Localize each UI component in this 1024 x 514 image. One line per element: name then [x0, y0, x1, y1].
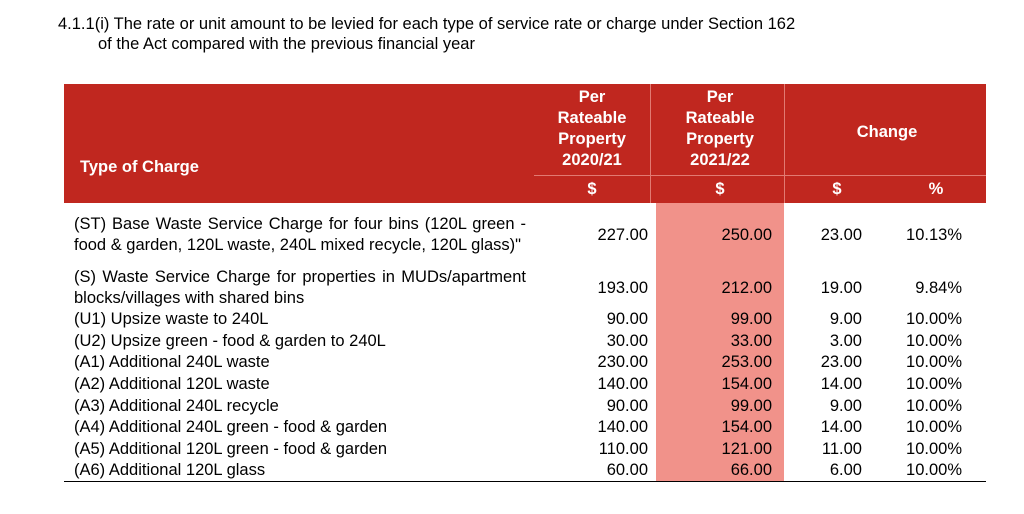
table-row: (U1) Upsize waste to 240L 90.00 99.00 9.00 1…	[64, 309, 986, 331]
table-row: (ST) Base Waste Service Charge for four …	[64, 203, 986, 267]
value-2021-22: 99.00	[730, 310, 772, 329]
table-body: (ST) Base Waste Service Charge for four …	[64, 203, 986, 482]
type-of-charge-header: Type of Charge	[80, 158, 199, 176]
change-amount: 23.00	[820, 353, 862, 372]
highlight-column	[656, 203, 784, 482]
change-percent: 10.00%	[906, 461, 962, 480]
value-2021-22: 66.00	[730, 461, 772, 480]
change-amount: 19.00	[820, 278, 862, 297]
table-row: (A4) Additional 240L green - food & gard…	[64, 417, 986, 439]
table-row: (U2) Upsize green - food & garden to 240…	[64, 331, 986, 353]
change-amount: 11.00	[821, 439, 862, 458]
value-2020-21: 30.00	[606, 331, 648, 350]
charge-description: (A1) Additional 240L waste	[74, 353, 270, 372]
change-percent: 9.84%	[915, 278, 962, 297]
col-2020-header: Per Rateable Property 2020/21	[534, 87, 650, 171]
charge-description: (U2) Upsize green - food & garden to 240…	[74, 331, 386, 350]
charge-description: (A2) Additional 120L waste	[74, 375, 270, 394]
unit-2021: $	[715, 180, 725, 198]
col-2021-header-line: Rateable	[685, 109, 755, 127]
value-2020-21: 110.00	[598, 439, 648, 458]
value-2021-22: 212.00	[721, 278, 772, 297]
value-2020-21: 230.00	[597, 353, 648, 372]
col-2021-header-line: 2021/22	[690, 151, 750, 169]
table-row: (A5) Additional 120L green - food & gard…	[64, 439, 986, 461]
value-2020-21: 227.00	[597, 225, 648, 244]
heading-line-1: 4.1.1(i) The rate or unit amount to be l…	[58, 15, 796, 33]
charge-description: (A3) Additional 240L recycle	[74, 396, 279, 415]
change-amount: 9.00	[829, 396, 862, 415]
value-2020-21: 140.00	[597, 418, 648, 437]
charge-description: (A6) Additional 120L glass	[74, 461, 266, 480]
change-percent: 10.00%	[906, 353, 962, 372]
col-2020-header-line: Rateable	[557, 109, 627, 127]
col-2021-header-line: Property	[686, 130, 754, 148]
unit-change: $	[832, 180, 842, 198]
table-row: (A3) Additional 240L recycle 90.00 99.00 9.…	[64, 395, 986, 417]
change-percent: 10.00%	[906, 396, 962, 415]
value-2021-22: 99.00	[730, 396, 772, 415]
value-2021-22: 250.00	[721, 225, 772, 244]
change-amount: 9.00	[829, 310, 862, 329]
table-row: (A2) Additional 120L waste 140.00 154.00 14…	[64, 374, 986, 396]
change-header: Change	[856, 123, 918, 141]
change-percent: 10.00%	[906, 439, 962, 458]
col-2021-header-line: Per	[706, 88, 734, 106]
col-2020-header-line: 2020/21	[562, 151, 622, 169]
change-percent: 10.00%	[906, 418, 962, 437]
change-percent: 10.00%	[906, 310, 962, 329]
header-divider	[784, 84, 785, 203]
unit-2020: $	[587, 180, 597, 198]
change-amount: 14.00	[820, 375, 862, 394]
change-amount: 6.00	[829, 461, 862, 480]
value-2021-22: 253.00	[721, 353, 772, 372]
change-percent: 10.00%	[906, 375, 962, 394]
value-2020-21: 90.00	[606, 310, 648, 329]
change-amount: 3.00	[829, 331, 862, 350]
charge-description: (U1) Upsize waste to 240L	[74, 310, 269, 329]
value-2021-22: 121.00	[721, 439, 772, 458]
change-amount: 14.00	[820, 418, 862, 437]
charge-description: (S) Waste Service Charge for properties …	[74, 268, 526, 307]
change-percent: 10.00%	[906, 331, 962, 350]
change-percent: 10.13%	[906, 225, 962, 244]
value-2020-21: 140.00	[597, 375, 648, 394]
value-2021-22: 33.00	[730, 331, 772, 350]
col-2020-header-line: Per	[578, 88, 606, 106]
col-2021-header: Per Rateable Property 2021/22	[656, 87, 784, 171]
header-divider	[650, 84, 651, 203]
table-bottom-border	[64, 480, 986, 482]
value-2020-21: 90.00	[606, 396, 648, 415]
value-2021-22: 154.00	[721, 418, 772, 437]
section-heading: 4.1.1(i) The rate or unit amount to be l…	[58, 14, 795, 54]
charge-description: (A4) Additional 240L green - food & gard…	[74, 418, 388, 437]
header-divider	[534, 175, 986, 176]
value-2020-21: 193.00	[597, 278, 648, 297]
value-2020-21: 60.00	[606, 461, 648, 480]
charges-table: Type of Charge Per Rateable Property 202…	[64, 84, 986, 482]
charge-description: (ST) Base Waste Service Charge for four …	[74, 215, 526, 254]
unit-percent: %	[928, 180, 944, 198]
col-2020-header-line: Property	[558, 130, 626, 148]
value-2021-22: 154.00	[721, 375, 772, 394]
table-row: (S) Waste Service Charge for properties …	[64, 267, 986, 309]
charge-description: (A5) Additional 120L green - food & gard…	[74, 439, 388, 458]
change-amount: 23.00	[820, 225, 862, 244]
table-row: (A1) Additional 240L waste 230.00 253.00 23…	[64, 352, 986, 374]
table-header: Type of Charge Per Rateable Property 202…	[64, 84, 986, 203]
table-row: (A6) Additional 120L glass 60.00 66.00 6.00…	[64, 460, 986, 482]
heading-line-2: of the Act compared with the previous fi…	[98, 35, 475, 53]
